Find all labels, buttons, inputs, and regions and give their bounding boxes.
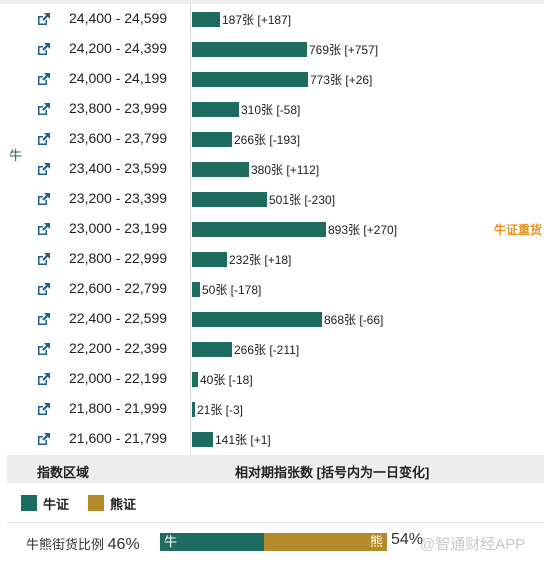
section-divider: [7, 522, 544, 523]
table-row: 24,400 - 24,599 187张 [+187]: [0, 4, 544, 34]
count-value-label: 868张 [-66]: [324, 313, 384, 327]
index-range-label: 22,600 - 22,799: [69, 280, 168, 296]
count-bar: [192, 132, 232, 147]
external-link-icon[interactable]: [37, 372, 51, 386]
count-bar: [192, 162, 249, 177]
watermark: @智通财经APP: [420, 536, 526, 553]
table-row: 22,800 - 22,999 232张 [+18]: [0, 244, 544, 274]
external-link-icon[interactable]: [37, 222, 51, 236]
table-row: 24,200 - 24,399 769张 [+757]: [0, 34, 544, 64]
count-bar: [192, 372, 198, 387]
table-row: 23,800 - 23,999 310张 [-58]: [0, 94, 544, 124]
legend-bear-swatch: [88, 495, 104, 511]
legend-bull-swatch: [21, 495, 37, 511]
count-bar: [192, 192, 267, 207]
table-row: 22,400 - 22,599 868张 [-66]: [0, 304, 544, 334]
count-bar: [192, 252, 227, 267]
external-link-icon[interactable]: [37, 132, 51, 146]
count-value-label: 266张 [-193]: [234, 133, 301, 147]
legend-bear-label: 熊证: [110, 497, 137, 512]
count-bar: [192, 72, 308, 87]
index-range-label: 21,600 - 21,799: [69, 430, 168, 446]
external-link-icon[interactable]: [37, 252, 51, 266]
index-range-label: 22,400 - 22,599: [69, 310, 168, 326]
index-range-label: 21,800 - 21,999: [69, 400, 168, 416]
external-link-icon[interactable]: [37, 102, 51, 116]
count-bar: [192, 342, 232, 357]
count-value-label: 769张 [+757]: [309, 43, 379, 57]
count-value-label: 266张 [-211]: [234, 343, 300, 357]
external-link-icon[interactable]: [37, 402, 51, 416]
ratio-bull-segment: 牛: [160, 533, 264, 551]
table-row: 21,800 - 21,999 21张 [-3]: [0, 394, 544, 424]
index-range-label: 24,400 - 24,599: [69, 10, 168, 26]
top-divider: [0, 0, 544, 4]
table-row: 23,600 - 23,799 266张 [-193]: [0, 124, 544, 154]
table-row: 23,400 - 23,599 380张 [+112]: [0, 154, 544, 184]
external-link-icon[interactable]: [37, 432, 51, 446]
index-range-label: 23,800 - 23,999: [69, 100, 168, 116]
header-contract-count: 相对期指张数 [括号内为一日变化]: [235, 465, 430, 480]
count-value-label: 232张 [+18]: [229, 253, 292, 267]
ratio-label: 牛熊街货比例 46%: [26, 536, 140, 553]
index-range-label: 23,400 - 23,599: [69, 160, 168, 176]
index-range-label: 23,600 - 23,799: [69, 130, 168, 146]
table-header: 指数区域 相对期指张数 [括号内为一日变化]: [7, 455, 544, 483]
count-value-label: 21张 [-3]: [197, 403, 244, 417]
count-value-label: 141张 [+1]: [215, 433, 271, 447]
index-range-label: 23,000 - 23,199: [69, 220, 168, 236]
count-value-label: 310张 [-58]: [241, 103, 301, 117]
index-range-label: 22,000 - 22,199: [69, 370, 168, 386]
count-value-label: 773张 [+26]: [310, 73, 373, 87]
bull-side-label: 牛: [9, 148, 23, 163]
count-value-label: 40张 [-18]: [200, 373, 253, 387]
bar-axis-line: [190, 4, 191, 454]
table-row: 22,600 - 22,799 50张 [-178]: [0, 274, 544, 304]
external-link-icon[interactable]: [37, 162, 51, 176]
table-row: 22,000 - 22,199 40张 [-18]: [0, 364, 544, 394]
ratio-bear-segment: 熊: [264, 533, 387, 551]
index-range-label: 22,200 - 22,399: [69, 340, 168, 356]
table-row: 21,600 - 21,799 141张 [+1]: [0, 424, 544, 454]
external-link-icon[interactable]: [37, 12, 51, 26]
external-link-icon[interactable]: [37, 342, 51, 356]
count-value-label: 893张 [+270]: [328, 223, 398, 237]
table-row: 22,200 - 22,399 266张 [-211]: [0, 334, 544, 364]
count-bar: [192, 222, 326, 237]
heavy-position-note: 牛证重货: [493, 223, 542, 237]
external-link-icon[interactable]: [37, 42, 51, 56]
count-bar: [192, 432, 213, 447]
count-bar: [192, 312, 322, 327]
table-row: 23,000 - 23,199 893张 [+270] 牛证重货: [0, 214, 544, 244]
bull-bear-ratio: 牛熊街货比例 46% 牛 熊 54%: [0, 527, 544, 557]
count-value-label: 380张 [+112]: [251, 163, 320, 177]
header-index-range: 指数区域: [37, 465, 90, 480]
count-value-label: 501张 [-230]: [269, 193, 336, 207]
index-range-label: 22,800 - 22,999: [69, 250, 168, 266]
ratio-bar: 牛 熊: [160, 533, 387, 551]
count-value-label: 187张 [+187]: [222, 13, 292, 27]
count-bar: [192, 42, 307, 57]
external-link-icon[interactable]: [37, 72, 51, 86]
count-bar: [192, 102, 239, 117]
count-bar: [192, 402, 195, 417]
external-link-icon[interactable]: [37, 192, 51, 206]
count-bar: [192, 12, 220, 27]
index-range-label: 24,200 - 24,399: [69, 40, 168, 56]
index-range-list: 24,400 - 24,599 187张 [+187] 24,200 - 24,39…: [0, 4, 544, 454]
count-value-label: 50张 [-178]: [202, 283, 262, 297]
index-range-label: 24,000 - 24,199: [69, 70, 168, 86]
table-row: 23,200 - 23,399 501张 [-230]: [0, 184, 544, 214]
external-link-icon[interactable]: [37, 282, 51, 296]
count-bar: [192, 282, 200, 297]
external-link-icon[interactable]: [37, 312, 51, 326]
index-range-label: 23,200 - 23,399: [69, 190, 168, 206]
legend-bull-label: 牛证: [43, 497, 70, 512]
table-row: 24,000 - 24,199 773张 [+26]: [0, 64, 544, 94]
ratio-bear-percent: 54%: [391, 531, 424, 548]
